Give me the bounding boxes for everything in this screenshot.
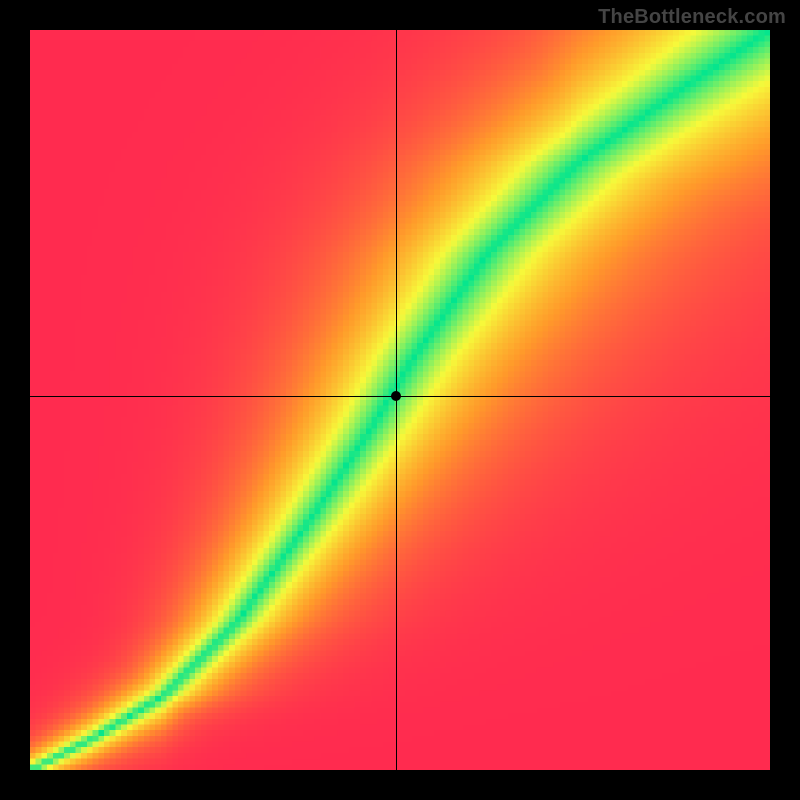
heatmap-canvas (30, 30, 770, 770)
chart-frame: TheBottleneck.com (0, 0, 800, 800)
watermark-text: TheBottleneck.com (598, 6, 786, 29)
